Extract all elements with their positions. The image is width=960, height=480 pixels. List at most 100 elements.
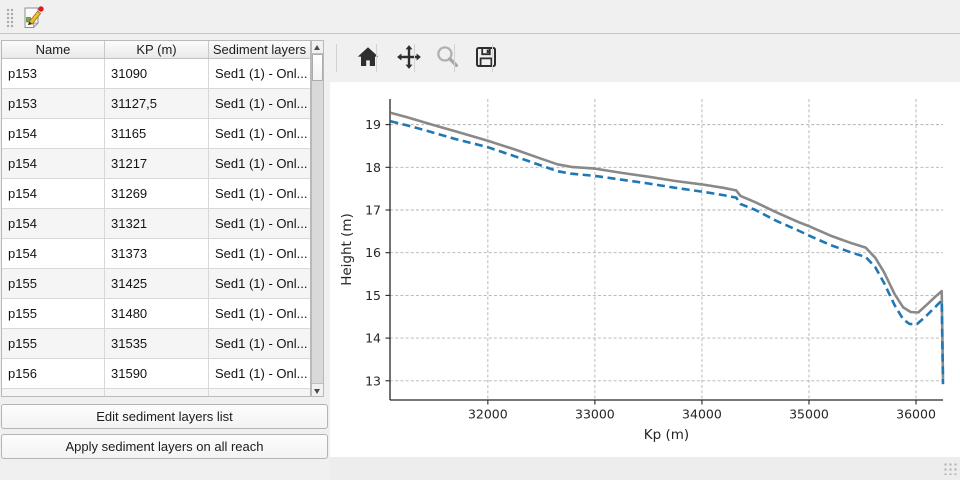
cell-kp[interactable]: 31590 (105, 359, 209, 389)
cell-sediment[interactable]: Sed1 (1) - Onl... (209, 119, 310, 149)
y-tick-label: 19 (365, 117, 381, 132)
x-tick-label: 36000 (896, 407, 936, 422)
edit-form-tool-button[interactable] (19, 4, 46, 31)
cell-sediment[interactable]: Sed1 (1) - Onl... (209, 329, 310, 359)
pan-icon (397, 44, 421, 69)
cell-kp[interactable]: 31480 (105, 299, 209, 329)
x-tick-label: 32000 (468, 407, 508, 422)
cell-sediment[interactable]: Sed1 (1) - Onl... (209, 89, 310, 119)
cell-name[interactable]: p155 (2, 269, 105, 299)
chart-svg[interactable]: 32000 33000 34000 35000 36000 13 14 15 16 17 18 19 K… (330, 82, 960, 457)
cell-kp[interactable]: 31321 (105, 209, 209, 239)
y-tick-label: 14 (365, 331, 381, 346)
zoom-button[interactable] (430, 41, 464, 75)
y-axis-label: Height (m) (339, 213, 355, 286)
zoom-icon (436, 46, 458, 68)
down-arrow-icon (314, 389, 320, 394)
y-tick-label: 18 (365, 160, 381, 175)
scroll-down-button[interactable] (312, 383, 323, 396)
cell-sediment[interactable] (209, 389, 310, 396)
cell-name[interactable]: p153 (2, 89, 105, 119)
plot-canvas: 32000 33000 34000 35000 36000 13 14 15 16 17 18 19 K… (330, 82, 960, 457)
cell-sediment[interactable]: Sed1 (1) - Onl... (209, 359, 310, 389)
cell-kp[interactable]: 31373 (105, 239, 209, 269)
table-row[interactable]: p154 31217 Sed1 (1) - Onl... (2, 149, 310, 179)
cell-kp[interactable]: 31090 (105, 59, 209, 89)
cell-name[interactable]: p153 (2, 59, 105, 89)
y-tick-label: 13 (365, 373, 381, 388)
edit-form-icon (24, 6, 44, 29)
cell-sediment[interactable]: Sed1 (1) - Onl... (209, 59, 310, 89)
table-row[interactable]: p155 31425 Sed1 (1) - Onl... (2, 269, 310, 299)
cell-sediment[interactable]: Sed1 (1) - Onl... (209, 269, 310, 299)
column-header-kp-m[interactable]: KP (m) (105, 41, 209, 58)
table-scrollbar[interactable] (311, 40, 324, 397)
cell-sediment[interactable]: Sed1 (1) - Onl... (209, 299, 310, 329)
x-tick-label: 34000 (682, 407, 722, 422)
cell-name[interactable]: p154 (2, 119, 105, 149)
y-tick-label: 16 (365, 245, 381, 260)
apply-sediment-layers-button[interactable]: Apply sediment layers on all reach (1, 434, 328, 459)
toolbar-separator (492, 44, 493, 72)
cell-sediment[interactable]: Sed1 (1) - Onl... (209, 239, 310, 269)
cell-kp[interactable]: 31425 (105, 269, 209, 299)
top-toolbar (0, 0, 960, 34)
table-header: Name KP (m) Sediment layers (2, 41, 310, 59)
series-bed-profile-dashed (390, 119, 945, 385)
up-arrow-icon (314, 45, 320, 50)
table-row[interactable]: p155 31535 Sed1 (1) - Onl... (2, 329, 310, 359)
plot-toolbar (330, 35, 960, 82)
home-icon (357, 46, 379, 66)
table-row[interactable] (2, 389, 310, 396)
scroll-up-button[interactable] (312, 41, 323, 54)
home-button[interactable] (351, 41, 385, 75)
save-icon (476, 46, 496, 67)
table-row[interactable]: p156 31590 Sed1 (1) - Onl... (2, 359, 310, 389)
toolbar-separator (376, 44, 377, 72)
x-tick-label: 33000 (575, 407, 615, 422)
column-header-sediment-layers[interactable]: Sediment layers (212, 42, 307, 57)
table-body: p153 31090 Sed1 (1) - Onl... p153 31127,5 Sed… (2, 59, 310, 396)
resize-grip[interactable] (943, 462, 957, 475)
cell-sediment[interactable]: Sed1 (1) - Onl... (209, 209, 310, 239)
table-row[interactable]: p153 31090 Sed1 (1) - Onl... (2, 59, 310, 89)
toolbar-separator (336, 44, 337, 72)
table-row[interactable]: p154 31373 Sed1 (1) - Onl... (2, 239, 310, 269)
table-row[interactable]: p154 31165 Sed1 (1) - Onl... (2, 119, 310, 149)
table-row[interactable]: p154 31321 Sed1 (1) - Onl... (2, 209, 310, 239)
y-tick-label: 17 (365, 203, 381, 218)
cell-kp[interactable]: 31269 (105, 179, 209, 209)
scrollbar-thumb[interactable] (312, 54, 323, 81)
cell-name[interactable]: p154 (2, 209, 105, 239)
toolbar-drag-handle[interactable] (6, 8, 14, 29)
edit-sediment-layers-button[interactable]: Edit sediment layers list (1, 404, 328, 429)
cell-name[interactable]: p155 (2, 299, 105, 329)
cell-kp[interactable]: 31127,5 (105, 89, 209, 119)
y-tick-label: 15 (365, 288, 381, 303)
x-tick-label: 35000 (789, 407, 829, 422)
cell-kp[interactable]: 31217 (105, 149, 209, 179)
series-bed-profile-solid (390, 111, 945, 379)
cell-name[interactable]: p154 (2, 239, 105, 269)
column-header-name[interactable]: Name (2, 41, 105, 58)
x-axis-label: Kp (m) (644, 427, 689, 443)
cell-sediment[interactable]: Sed1 (1) - Onl... (209, 149, 310, 179)
table-row[interactable]: p153 31127,5 Sed1 (1) - Onl... (2, 89, 310, 119)
cell-name[interactable] (2, 389, 105, 396)
toolbar-separator (414, 44, 415, 72)
pan-button[interactable] (392, 41, 426, 75)
cell-name[interactable]: p155 (2, 329, 105, 359)
toolbar-separator (454, 44, 455, 72)
cell-name[interactable]: p154 (2, 179, 105, 209)
table-row[interactable]: p154 31269 Sed1 (1) - Onl... (2, 179, 310, 209)
cell-sediment[interactable]: Sed1 (1) - Onl... (209, 179, 310, 209)
status-bar (330, 457, 960, 480)
save-button[interactable] (469, 41, 503, 75)
cell-kp[interactable]: 31165 (105, 119, 209, 149)
table-row[interactable]: p155 31480 Sed1 (1) - Onl... (2, 299, 310, 329)
cell-name[interactable]: p156 (2, 359, 105, 389)
cell-name[interactable]: p154 (2, 149, 105, 179)
cell-kp[interactable] (105, 389, 209, 396)
cell-kp[interactable]: 31535 (105, 329, 209, 359)
sediment-table[interactable]: Name KP (m) Sediment layers p153 31090 Sed1 … (1, 40, 311, 397)
